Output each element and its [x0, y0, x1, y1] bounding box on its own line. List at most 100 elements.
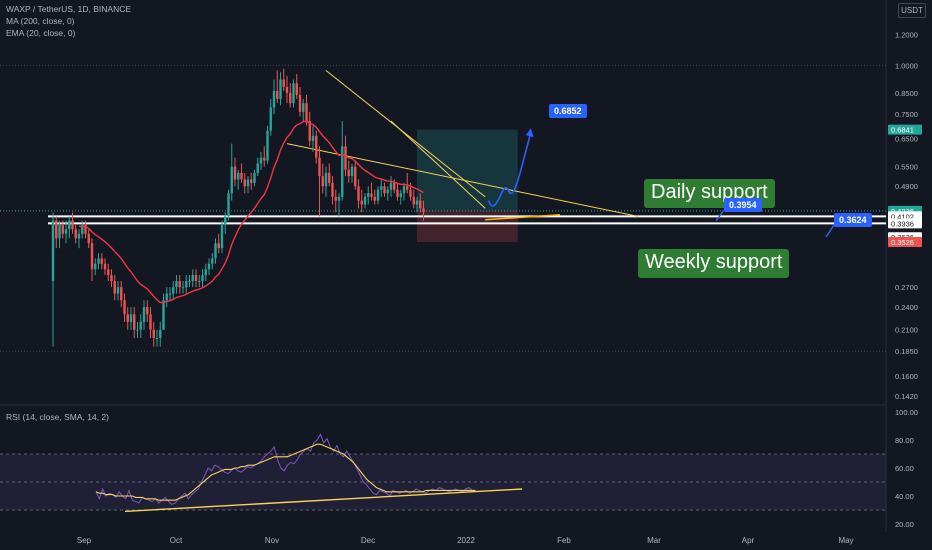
candle-body — [55, 220, 58, 239]
candle-body — [110, 275, 113, 281]
price-tick-label: 0.8500 — [895, 89, 918, 98]
candle-body — [266, 130, 269, 161]
candle-body — [263, 157, 266, 161]
candle-body — [389, 182, 393, 190]
candle-body — [347, 169, 350, 177]
candle-body — [126, 314, 129, 322]
candle-body — [204, 269, 207, 276]
time-tick-label: Mar — [647, 536, 661, 545]
candle-body — [142, 307, 146, 322]
price-tick-label: 0.1600 — [895, 372, 918, 381]
candle-body — [103, 263, 107, 270]
candle-body — [129, 314, 133, 322]
candle-body — [214, 243, 217, 259]
price-tick-label: 0.2400 — [895, 303, 918, 312]
price-tick-label: 0.7500 — [895, 110, 918, 119]
candle-body — [315, 135, 318, 158]
price-tick-label: 0.2700 — [895, 283, 918, 292]
candle-body — [308, 121, 311, 141]
ema-line — [78, 120, 424, 304]
price-label: 0.3526 — [891, 238, 914, 247]
candle-body — [58, 224, 61, 239]
weekly-flag-pointer — [825, 224, 835, 238]
candle-body — [256, 163, 259, 173]
candle-body — [376, 189, 380, 201]
candle-body — [393, 182, 396, 190]
candle-body — [136, 329, 139, 331]
candle-body — [71, 220, 74, 230]
candle-body — [194, 275, 198, 281]
candle-body — [107, 269, 110, 276]
price-label: 0.6841 — [891, 126, 914, 135]
candle-body — [94, 263, 97, 270]
daily-flag-pointer — [715, 209, 725, 222]
candle-body — [224, 216, 227, 225]
candle-body — [113, 280, 116, 294]
candle-body — [373, 196, 376, 201]
candle-body — [383, 186, 386, 194]
price-label-bg — [888, 124, 922, 135]
candle-body — [250, 179, 253, 183]
candle-body — [233, 166, 237, 180]
candle-body — [380, 186, 383, 190]
candle-body — [146, 307, 149, 315]
candle-body — [344, 146, 347, 170]
candle-body — [412, 196, 415, 205]
candle-body — [230, 166, 233, 194]
candle-body — [419, 200, 422, 209]
candle-body — [227, 193, 230, 217]
rsi-trendline — [124, 488, 523, 513]
candle-body — [116, 287, 120, 294]
candle-body — [97, 258, 100, 264]
projection-arrowhead — [525, 128, 534, 138]
weekly-support-callout: Weekly support — [638, 249, 790, 278]
candle-body — [162, 300, 165, 330]
candle-body — [253, 172, 256, 183]
rsi-indicator-label[interactable]: RSI (14, close, SMA, 14, 2) — [6, 412, 109, 422]
price-tick-label: 0.1420 — [895, 392, 918, 401]
candle-body — [155, 337, 159, 339]
candle-body — [321, 176, 324, 187]
candle-body — [350, 166, 354, 177]
candle-body — [74, 229, 77, 239]
currency-selector[interactable]: USDT — [898, 3, 926, 18]
price-tick-label: 1.0000 — [895, 61, 918, 70]
rising-support-line — [485, 214, 561, 221]
time-tick-label: Apr — [742, 536, 755, 545]
candle-body — [279, 79, 282, 99]
candle-body — [282, 79, 285, 88]
rsi-tick-label: 80.00 — [895, 436, 914, 445]
candle-body — [87, 233, 90, 244]
candle-body — [181, 287, 185, 289]
price-label-bg — [888, 218, 922, 229]
candle-body — [292, 83, 295, 104]
candle-body — [298, 94, 302, 112]
candle-body — [201, 275, 204, 281]
time-tick-label: Sep — [77, 536, 92, 545]
candle-body — [120, 287, 123, 301]
candle-body — [81, 224, 84, 234]
candle-body — [289, 92, 292, 104]
candle-body — [133, 314, 136, 330]
candle-body — [269, 107, 272, 131]
candle-body — [100, 258, 103, 264]
candle-body — [149, 314, 152, 330]
candle-body — [406, 186, 409, 190]
candle-body — [363, 196, 367, 205]
candle-body — [139, 321, 142, 330]
rsi-tick-label: 40.00 — [895, 492, 914, 501]
time-tick-label: Dec — [361, 536, 375, 545]
candle-body — [367, 193, 370, 197]
candle-body — [51, 220, 55, 281]
ma-indicator-label[interactable]: MA (200, close, 0) — [6, 16, 75, 26]
price-tick-label: 0.4900 — [895, 182, 918, 191]
time-tick-label: Oct — [170, 536, 183, 545]
candle-body — [246, 179, 250, 187]
candle-body — [341, 146, 344, 197]
price-tick-label: 0.6500 — [895, 134, 918, 143]
candle-body — [276, 90, 279, 99]
ema-indicator-label[interactable]: EMA (20, close, 0) — [6, 28, 76, 38]
price-tick-label: 0.5500 — [895, 163, 918, 172]
candle-body — [328, 172, 331, 183]
